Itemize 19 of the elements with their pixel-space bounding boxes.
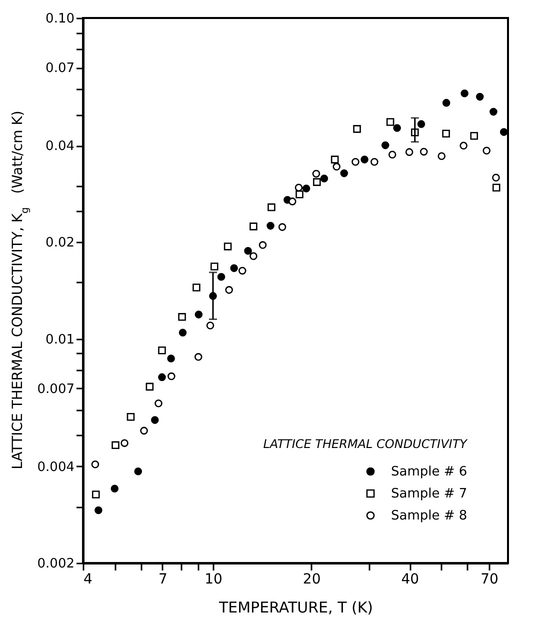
- y-tick-label: 0.07: [46, 61, 74, 76]
- x-tick-label: 70: [480, 572, 498, 588]
- x-tick-label: 40: [401, 572, 420, 588]
- y-tick-label: 0.002: [37, 556, 74, 572]
- x-tick-label: 20: [302, 572, 321, 588]
- legend-label: Sample # 6: [391, 464, 468, 480]
- x-tick-label: 4: [84, 572, 92, 588]
- legend-label: Sample # 7: [391, 486, 468, 502]
- y-tick-label: 0.01: [46, 332, 74, 348]
- legend-label: Sample # 8: [391, 508, 468, 524]
- y-tick-label: 0.10: [46, 12, 74, 26]
- x-tick-label: 7: [158, 572, 168, 588]
- y-tick-label: 0.007: [37, 382, 74, 397]
- x-tick-label: 10: [204, 572, 222, 588]
- legend-title: LATTICE THERMAL CONDUCTIVITY: [263, 437, 469, 451]
- x-axis-title: TEMPERATURE, T (K): [218, 598, 374, 616]
- y-tick-label: 0.04: [46, 139, 74, 154]
- y-tick-label: 0.02: [46, 236, 74, 251]
- y-tick-label: 0.004: [37, 460, 74, 475]
